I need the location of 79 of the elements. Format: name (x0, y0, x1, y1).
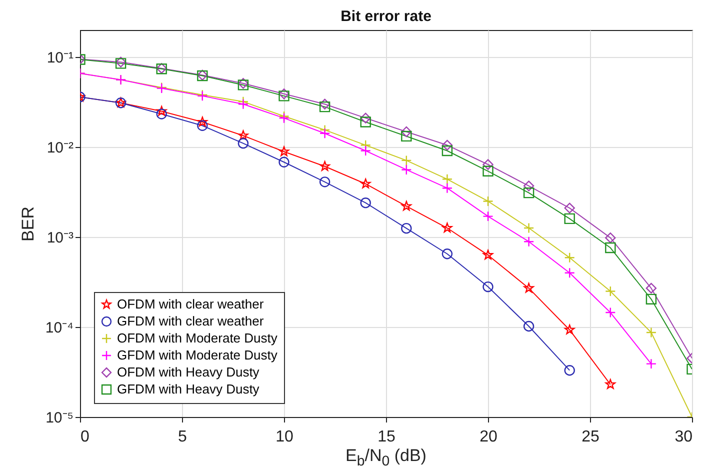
point (320, 161, 330, 171)
point (401, 126, 412, 138)
x-tick-label: 0 (80, 428, 90, 446)
point (482, 250, 494, 260)
point (482, 166, 494, 176)
legend-label: OFDM with Moderate Dusty (117, 330, 278, 346)
point (197, 116, 208, 126)
point (238, 98, 249, 110)
x-tick-label: 20 (480, 428, 498, 446)
point (360, 112, 371, 124)
point (319, 98, 330, 110)
y-tick-label: 10⁻³ (46, 230, 74, 247)
point (482, 210, 494, 222)
point (360, 178, 371, 188)
point (564, 202, 575, 214)
point (401, 222, 412, 234)
point (523, 222, 534, 234)
point (605, 232, 616, 244)
x-tick-label: 10 (276, 428, 294, 446)
point (524, 282, 534, 293)
y-tick-label: 10⁻⁵ (46, 410, 74, 426)
point (401, 130, 412, 142)
point (197, 120, 208, 131)
point (482, 196, 494, 207)
point (278, 146, 290, 156)
point (360, 198, 371, 208)
point (482, 281, 494, 292)
chart-title: Bit error rate (340, 8, 432, 25)
point (156, 108, 167, 120)
point (605, 242, 616, 254)
y-tick-label: 10⁻¹ (46, 50, 74, 67)
point (319, 128, 330, 139)
point (605, 307, 616, 318)
x-tick-label: 15 (378, 428, 396, 446)
point (646, 358, 657, 370)
point (360, 116, 371, 128)
y-tick-label: 10⁻⁴ (45, 320, 74, 337)
point (523, 187, 534, 198)
point (442, 140, 453, 150)
y-axis-title: BER (18, 206, 38, 242)
point (401, 164, 412, 176)
point (278, 156, 290, 168)
point (605, 286, 616, 297)
point (523, 180, 534, 192)
point (238, 130, 248, 140)
point (564, 252, 575, 264)
point (401, 155, 412, 166)
point (646, 327, 657, 338)
point (564, 324, 575, 334)
x-axis-title: E$_{b}$/N$_{0}$ (dB) (344, 446, 428, 470)
x-tick-label: 25 (582, 428, 600, 446)
legend-label: GFDM with Heavy Dusty (117, 382, 260, 396)
point (360, 145, 371, 156)
point (442, 182, 453, 194)
point (401, 200, 412, 211)
point (564, 268, 575, 278)
point (442, 174, 453, 184)
legend-label: GFDM with clear weather (117, 314, 264, 328)
point (319, 176, 330, 188)
point (564, 365, 575, 376)
point (646, 294, 657, 305)
point (523, 320, 534, 332)
point (238, 138, 249, 149)
point (564, 213, 575, 224)
y-tick-label: 10⁻² (46, 140, 74, 157)
point (442, 222, 452, 232)
x-tick-label: 5 (178, 428, 188, 446)
legend-label: GFDM with Moderate Dusty (117, 348, 278, 362)
legend-label: OFDM with Heavy Dusty (117, 364, 260, 380)
point (646, 282, 657, 294)
point (156, 106, 167, 116)
point (442, 248, 453, 260)
legend-label: OFDM with clear weather (117, 296, 264, 312)
point (605, 379, 616, 389)
point (442, 145, 453, 156)
point (319, 101, 330, 112)
point (482, 159, 494, 170)
point (523, 236, 534, 247)
x-tick-label: 30 (674, 428, 693, 446)
